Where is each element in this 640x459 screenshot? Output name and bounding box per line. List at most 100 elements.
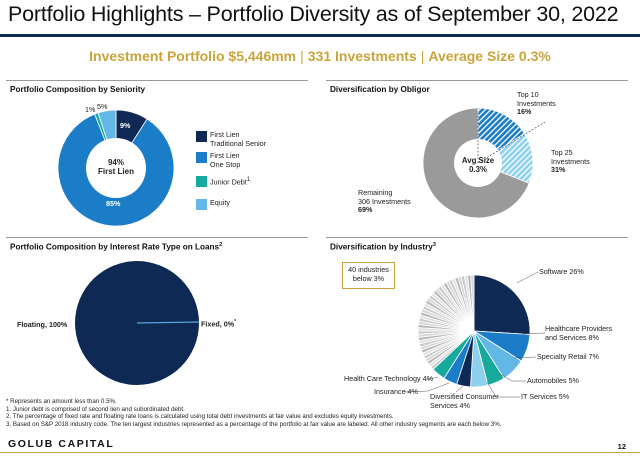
slice-label-junior-debt: 1% [85, 105, 96, 114]
footnotes: * Represents an amount less than 0.5%. 1… [6, 398, 501, 428]
label-text: Top 25 [551, 148, 573, 157]
footnote: 3. Based on S&P 2018 industry code. The … [6, 420, 502, 428]
leader-line-diversified [455, 385, 464, 393]
panel-divider [6, 80, 308, 81]
floating-label: Floating, 100% [17, 320, 68, 329]
leader-line-insurance [403, 382, 450, 393]
footnote-marker: 1 [246, 177, 251, 183]
legend-item-traditional-senior: First Lien Traditional Senior [196, 130, 267, 148]
leader-line-healthcare [521, 332, 546, 335]
headline-portfolio-size: Investment Portfolio $5,446mm [89, 48, 297, 64]
page-title: Portfolio Highlights – Portfolio Diversi… [8, 2, 619, 26]
leader-line-specialty [513, 356, 537, 359]
top25-label: Top 25 Investments 31% [551, 148, 590, 175]
label-text: Investments [551, 156, 590, 166]
panel-divider [6, 237, 308, 238]
slice-label-one-stop: 85% [106, 199, 121, 208]
rate-type-panel-title: Portfolio Composition by Interest Rate T… [10, 242, 222, 252]
headline-average-size: Average Size 0.3% [428, 48, 551, 64]
legend-label: Equity [210, 198, 230, 207]
label-health-care-technology: Health Care Technology 4% [344, 374, 433, 383]
label-healthcare: Healthcare Providers and Services 8% [545, 324, 613, 342]
footnote: 2. The percentage of fixed rate and floa… [6, 413, 394, 421]
top25-leader-line [477, 121, 546, 164]
label-text: and Services 8% [545, 332, 599, 342]
top10-label: Top 10 Investments 16% [517, 90, 556, 117]
legend-swatch [196, 131, 207, 142]
legend-item-junior-debt: Junior Debt1 [196, 176, 251, 187]
legend-swatch [196, 199, 207, 210]
label-value: 31% [551, 165, 566, 175]
footnote-marker: 2 [219, 242, 223, 248]
obligor-center-line1: Avg Size [461, 156, 495, 165]
callout-text: 40 industries [348, 265, 389, 274]
label-text: Services 4% [430, 400, 470, 410]
footnote-marker: * [234, 319, 237, 325]
panel-divider [326, 80, 628, 81]
seniority-panel-title: Portfolio Composition by Seniority [10, 85, 146, 94]
slice-label-traditional-senior: 9% [120, 121, 131, 130]
footnote: * Represents an amount less than 0.5%. [6, 398, 117, 405]
label-text: Top 10 [517, 90, 539, 99]
legend-swatch [196, 152, 207, 163]
leader-line-hc-tech [425, 376, 439, 381]
obligor-slice-top25 [477, 132, 534, 184]
title-text: Portfolio Composition by Interest Rate T… [10, 242, 220, 252]
footnote-marker: 3 [432, 242, 436, 248]
legend-item-equity: Equity [196, 198, 230, 210]
donut-hole [86, 138, 146, 198]
fixed-label: Fixed, 0%* [201, 318, 236, 329]
legend-label: First Lien [210, 130, 240, 139]
seniority-center-label: First Lien [97, 167, 134, 176]
panel-divider [326, 237, 628, 238]
industry-slice-other [470, 274, 475, 332]
label-value: 69% [358, 205, 373, 215]
footnote: 1. Junior debt is comprised of second li… [6, 405, 185, 413]
legend-label: Traditional Senior [210, 138, 267, 148]
pie-slice-fixed [136, 321, 200, 324]
industry-slice-software [473, 274, 531, 335]
label-automobiles: Automobiles 5% [527, 376, 579, 385]
portfolio-headline: Investment Portfolio $5,446mm | 331 Invest… [0, 48, 640, 64]
page-number: 12 [617, 442, 626, 451]
legend-swatch [196, 176, 207, 187]
label-text: Healthcare Providers [545, 324, 613, 333]
leader-line-automobiles [499, 373, 526, 382]
obligor-center-line2: 0.3% [469, 165, 487, 174]
seniority-center-pct: 94% [107, 158, 124, 167]
legend-label: Junior Debt [210, 177, 247, 187]
label-insurance: Insurance 4% [374, 387, 418, 396]
legend-label: One Stop [210, 159, 241, 169]
title-divider [0, 34, 640, 37]
headline-investment-count: 331 Investments [307, 48, 417, 64]
remaining-label: Remaining 306 Investments 69% [358, 188, 411, 215]
legend-label: First Lien [210, 151, 240, 160]
company-logo: GOLUB CAPITAL [8, 438, 115, 450]
callout-text: below 3% [352, 274, 385, 283]
label-software: Software 26% [539, 267, 584, 276]
label-it-services: IT Services 5% [521, 392, 570, 401]
label-text: 306 Investments [358, 196, 411, 206]
title-text: Diversification by Industry [330, 242, 433, 252]
headline-separator: | [300, 48, 304, 64]
label-text: Diversified Consumer [430, 392, 499, 401]
label-text: Fixed, 0% [201, 319, 235, 329]
label-diversified-consumer: Diversified Consumer Services 4% [430, 392, 499, 410]
footer-divider [0, 452, 640, 453]
leader-line-software [516, 271, 539, 284]
label-text: Remaining [358, 188, 393, 197]
obligor-panel-title: Diversification by Obligor [330, 85, 430, 94]
slice-label-equity: 5% [97, 102, 108, 111]
industry-panel-title: Diversification by Industry3 [330, 242, 436, 252]
headline-separator: | [420, 48, 425, 64]
other-industries-callout: 40 industries below 3% [342, 262, 395, 289]
label-value: 16% [517, 107, 532, 117]
label-text: Investments [517, 98, 556, 108]
leader-line-it-services [486, 381, 520, 398]
legend-item-one-stop: First Lien One Stop [196, 151, 241, 169]
label-specialty-retail: Specialty Retail 7% [537, 352, 599, 361]
